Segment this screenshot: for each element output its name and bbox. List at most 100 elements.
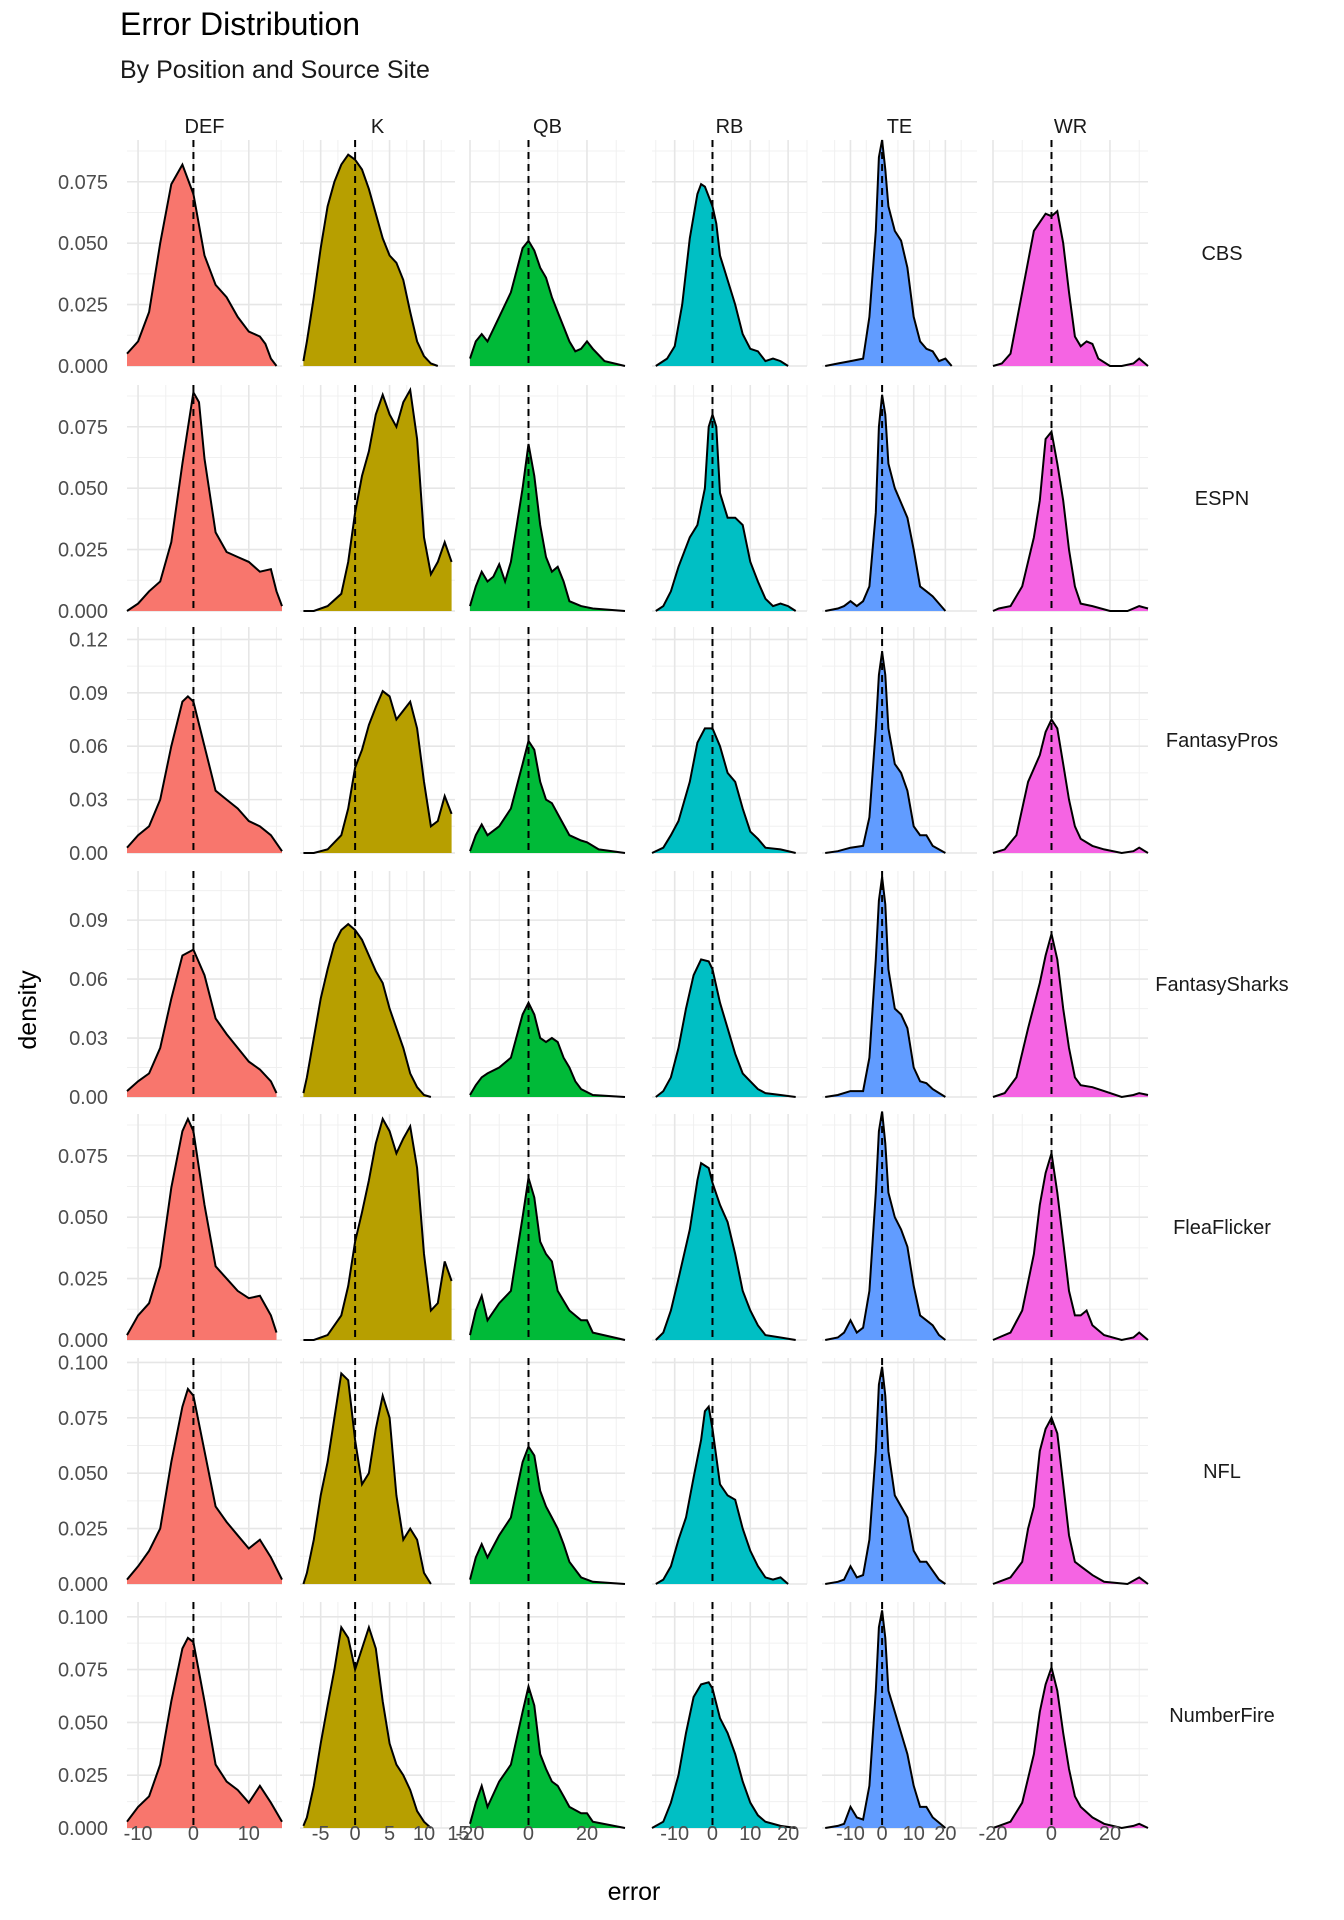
strip-label-cbs: CBS [1201,243,1242,265]
density-area-def-numberfire [127,1637,282,1828]
y-tick-label-numberfire: 0.050 [58,1712,108,1734]
density-line-qb-numberfire [469,1682,626,1829]
density-area-rb-fleaflicker [655,1163,796,1340]
x-tick-label-te: -10 [836,1823,865,1845]
density-line-wr-cbs [992,209,1149,367]
density-line-te-numberfire [825,1610,947,1829]
density-area-qb-fantasypros [470,740,625,853]
y-tick-label-nfl: 0.025 [58,1519,108,1541]
density-line-qb-cbs [469,238,626,367]
y-tick-label-fleaflicker: 0.025 [58,1269,108,1291]
density-line-wr-fantasysharks [992,933,1149,1099]
x-tick-label-k: 15 [447,1823,469,1845]
density-area-def-fantasysharks [127,949,277,1097]
y-tick-label-numberfire: 0.100 [58,1607,108,1629]
density-line-te-nfl [825,1366,946,1585]
strip-label-fantasysharks: FantasySharks [1155,974,1288,996]
density-line-te-cbs [825,139,953,367]
density-area-qb-numberfire [470,1686,625,1828]
density-area-k-nfl [303,1373,431,1584]
density-line-def-fantasypros [126,695,283,852]
y-tick-label-numberfire: 0.075 [58,1660,108,1682]
y-tick-label-fleaflicker: 0.000 [58,1330,108,1352]
y-tick-label-nfl: 0.075 [58,1408,108,1430]
density-line-k-fantasypros [303,689,453,854]
density-line-k-fantasysharks [302,922,432,1098]
x-tick-label-rb: 0 [707,1823,718,1845]
density-area-te-nfl [825,1366,946,1584]
density-line-qb-fantasypros [469,738,626,854]
chart-subtitle: By Position and Source Site [120,56,430,84]
y-tick-label-espn: 0.025 [58,540,108,562]
density-line-rb-fleaflicker [655,1161,796,1341]
density-line-te-fantasysharks [825,876,946,1098]
density-area-k-fantasysharks [303,924,431,1097]
density-area-k-fantasypros [303,691,452,853]
x-tick-label-qb: 0 [523,1823,534,1845]
y-tick-label-fantasypros: 0.03 [69,790,108,812]
y-tick-label-espn: 0.050 [58,478,108,500]
density-area-k-espn [303,389,452,611]
y-tick-label-fantasysharks: 0.00 [69,1087,108,1109]
density-area-rb-cbs [655,184,789,366]
density-line-qb-fleaflicker [469,1177,626,1341]
x-tick-label-rb: -10 [660,1823,689,1845]
x-tick-label-def: -10 [124,1823,153,1845]
x-tick-label-te: 20 [934,1823,956,1845]
strip-label-wr: WR [1054,116,1087,138]
strip-label-fleaflicker: FleaFlicker [1173,1217,1271,1239]
y-tick-label-fleaflicker: 0.050 [58,1207,108,1229]
density-line-wr-nfl [992,1415,1149,1586]
density-line-te-espn [825,394,947,612]
y-tick-label-espn: 0.075 [58,417,108,439]
density-area-qb-cbs [470,240,625,366]
chart-title: Error Distribution [120,6,361,42]
x-tick-label-wr: -20 [979,1823,1008,1845]
strip-label-espn: ESPN [1195,488,1249,510]
density-area-wr-fantasysharks [993,933,1148,1097]
strip-label-k: K [371,116,385,138]
density-line-rb-cbs [655,182,789,367]
density-line-qb-fantasysharks [469,1000,626,1098]
density-line-wr-espn [992,429,1149,612]
y-tick-label-fantasypros: 0.12 [69,629,108,651]
x-tick-label-wr: 20 [1099,1823,1121,1845]
y-tick-label-fantasypros: 0.09 [69,683,108,705]
density-area-def-cbs [127,164,277,366]
density-line-te-fantasypros [825,651,946,854]
density-line-k-numberfire [302,1624,432,1829]
y-tick-label-cbs: 0.050 [58,233,108,255]
density-area-rb-numberfire [652,1682,796,1828]
density-line-k-nfl [302,1371,432,1585]
density-line-def-numberfire [126,1636,283,1823]
density-area-te-espn [825,394,946,611]
x-tick-label-qb: -20 [456,1823,485,1845]
density-line-def-espn [126,389,283,612]
x-tick-label-te: 0 [877,1823,888,1845]
y-tick-label-fleaflicker: 0.075 [58,1146,108,1168]
density-line-rb-espn [655,411,797,612]
strip-label-te: TE [887,116,913,138]
density-area-te-cbs [825,140,952,366]
density-line-rb-fantasypros [651,727,796,854]
strip-label-nfl: NFL [1203,1461,1241,1483]
y-tick-label-nfl: 0.000 [58,1574,108,1596]
density-line-def-fleaflicker [126,1116,278,1336]
density-line-rb-nfl [655,1404,789,1585]
x-tick-label-k: 0 [350,1823,361,1845]
density-area-rb-fantasypros [652,728,796,853]
y-tick-label-nfl: 0.050 [58,1463,108,1485]
density-line-qb-espn [469,443,626,612]
density-line-def-nfl [126,1386,283,1581]
density-area-rb-fantasysharks [655,959,796,1097]
density-line-te-fleaflicker [825,1111,947,1341]
density-line-k-cbs [302,153,439,367]
density-area-def-fleaflicker [127,1118,277,1340]
x-tick-label-wr: 0 [1046,1823,1057,1845]
y-tick-label-numberfire: 0.025 [58,1765,108,1787]
density-area-k-fleaflicker [303,1118,452,1340]
strip-label-fantasypros: FantasyPros [1166,730,1278,752]
y-tick-label-fantasysharks: 0.06 [69,969,108,991]
density-area-rb-nfl [655,1406,789,1584]
